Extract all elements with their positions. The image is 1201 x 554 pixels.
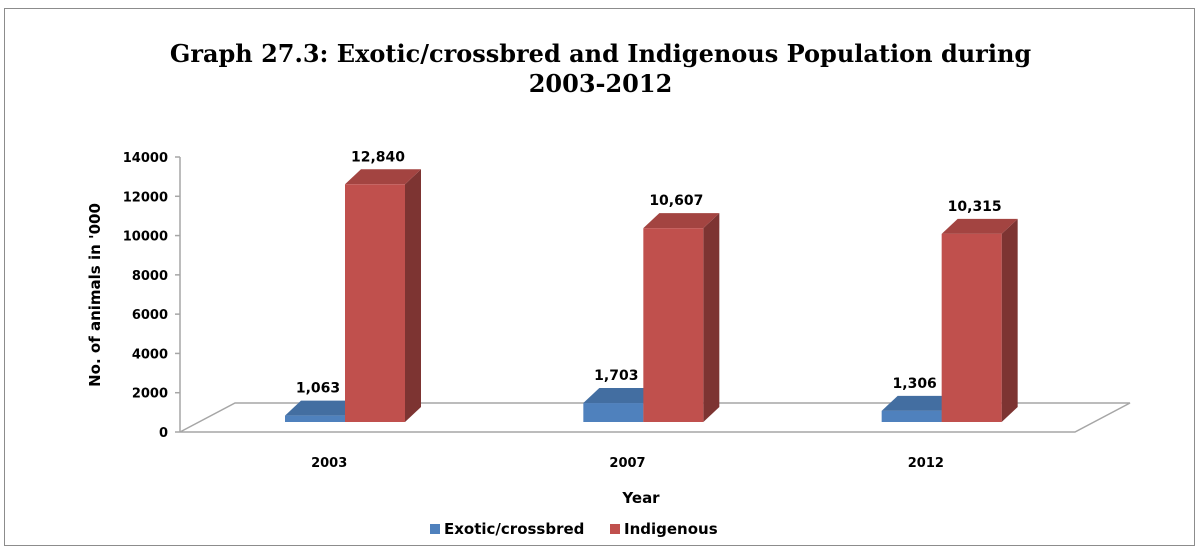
y-tick-label: 4000 — [132, 347, 168, 362]
y-tick-label: 2000 — [132, 387, 168, 402]
bar-front — [881, 410, 942, 422]
data-labels: 2003 1,063 12,840 2007 1,703 10,607 2012 1,306 1… — [296, 149, 1002, 471]
bar-top — [583, 388, 660, 404]
data-label: 1,063 — [296, 381, 340, 397]
legend-swatch-exotic — [430, 524, 440, 534]
data-label: 1,703 — [594, 368, 638, 384]
bar-top — [881, 395, 958, 411]
y-tick-label: 8000 — [132, 269, 168, 284]
bar-side — [703, 213, 720, 422]
bar-top — [941, 218, 1018, 234]
x-axis-title: Year — [621, 489, 660, 507]
legend-swatch-indigenous — [610, 524, 620, 534]
legend-label: Exotic/crossbred — [444, 520, 584, 538]
bar-front — [643, 228, 704, 422]
bars — [285, 169, 1018, 422]
bar-front — [941, 233, 1002, 422]
bar-top — [285, 400, 361, 416]
legend-label: Indigenous — [624, 520, 718, 538]
bar-indigenous-2003 — [345, 169, 421, 422]
bar-front — [345, 184, 405, 422]
x-tick-label: 2012 — [908, 456, 944, 471]
chart-title-line-1: Graph 27.3: Exotic/crossbred and Indigen… — [169, 39, 1032, 68]
bar-top — [643, 213, 720, 229]
y-tick-label: 6000 — [132, 308, 168, 323]
chart-title: Graph 27.3: Exotic/crossbred and Indigen… — [5, 39, 1196, 99]
data-label: 10,607 — [649, 193, 703, 209]
y-tick-label: 14000 — [123, 151, 168, 166]
data-label: 10,315 — [948, 199, 1002, 215]
bar-front — [285, 415, 345, 422]
bar-top — [345, 169, 421, 185]
y-axis: 0 2000 4000 6000 8000 10000 12000 14000 — [123, 151, 181, 441]
y-axis-title: No. of animals in '000 — [86, 203, 104, 387]
bar-indigenous-2007 — [643, 213, 720, 422]
y-tick-label: 12000 — [123, 190, 168, 205]
bar-front — [583, 403, 644, 422]
x-tick-label: 2003 — [311, 456, 347, 471]
bar-side — [1001, 218, 1018, 422]
data-label: 1,306 — [893, 376, 937, 392]
bar-indigenous-2012 — [941, 218, 1018, 422]
data-label: 12,840 — [351, 149, 405, 165]
y-tick-label: 0 — [159, 426, 168, 441]
chart-title-line-2: 2003-2012 — [528, 69, 673, 98]
bar-side — [405, 169, 421, 422]
x-tick-label: 2007 — [609, 456, 645, 471]
legend: Exotic/crossbred Indigenous — [430, 520, 718, 538]
y-tick-label: 10000 — [123, 230, 168, 245]
